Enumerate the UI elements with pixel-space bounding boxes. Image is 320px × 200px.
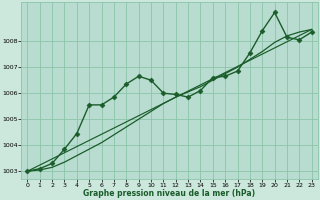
X-axis label: Graphe pression niveau de la mer (hPa): Graphe pression niveau de la mer (hPa) <box>84 189 256 198</box>
